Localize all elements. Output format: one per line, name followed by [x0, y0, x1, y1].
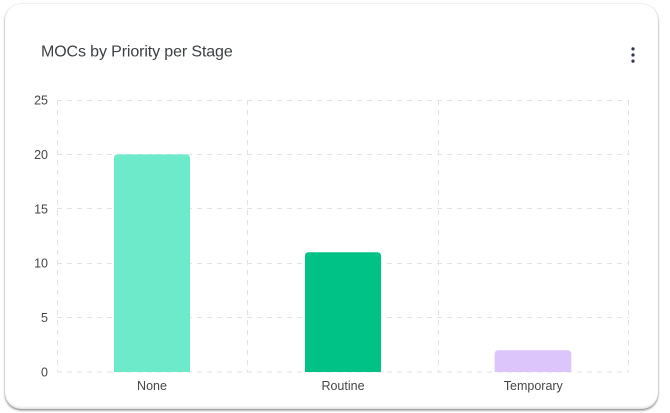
svg-text:None: None — [137, 379, 167, 393]
svg-text:20: 20 — [34, 148, 48, 162]
svg-text:Routine: Routine — [321, 379, 364, 393]
svg-text:10: 10 — [34, 257, 48, 271]
svg-text:MOCs by Priority per Stage: MOCs by Priority per Stage — [41, 44, 233, 61]
svg-text:25: 25 — [34, 94, 48, 108]
svg-text:5: 5 — [41, 311, 48, 325]
svg-text:0: 0 — [41, 366, 48, 380]
svg-text:15: 15 — [34, 202, 48, 216]
svg-text:Temporary: Temporary — [504, 379, 564, 393]
